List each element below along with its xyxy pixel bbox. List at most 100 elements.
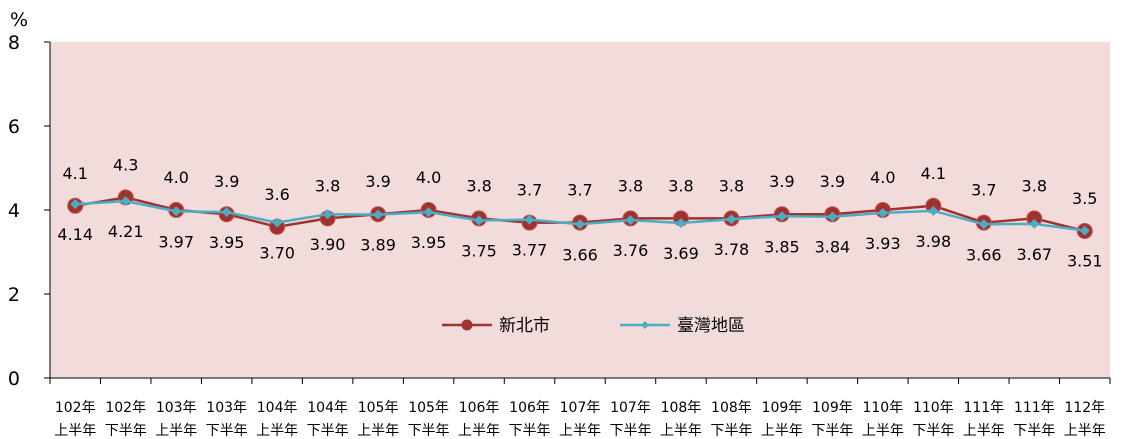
x-tick-label-half: 下半年 [1013, 423, 1055, 439]
x-tick-label-half: 下半年 [206, 423, 248, 439]
data-label-new-taipei: 4.3 [113, 155, 138, 174]
y-tick-label: 6 [8, 116, 20, 138]
x-tick-label-half: 上半年 [155, 423, 197, 439]
data-label-taiwan: 4.14 [57, 225, 93, 244]
data-label-taiwan: 3.66 [966, 245, 1002, 264]
data-point-taiwan [474, 215, 485, 226]
y-tick-label: 4 [8, 200, 20, 222]
data-point-taiwan [1029, 218, 1040, 229]
x-tick-label-half: 上半年 [559, 423, 601, 439]
x-tick-label-half: 下半年 [408, 423, 450, 439]
x-tick-label-half: 下半年 [811, 423, 853, 439]
data-label-layer: 4.1 4.3 4.0 3.9 3.6 3.8 3.9 4.0 3.8 3.7 3.7 3.8 3.8 3… [57, 155, 1102, 270]
data-point-taiwan [221, 207, 232, 218]
legend-label-taiwan: 臺灣地區 [677, 316, 745, 336]
data-label-new-taipei: 3.7 [567, 181, 592, 200]
data-point-taiwan [322, 209, 333, 220]
data-label-taiwan: 3.76 [613, 241, 649, 260]
x-tick-label-year: 106年 [459, 400, 500, 416]
data-label-new-taipei: 4.0 [163, 168, 188, 187]
x-tick-label-year: 112年 [1064, 400, 1105, 416]
data-label-taiwan: 3.98 [916, 232, 952, 251]
data-label-new-taipei: 3.9 [214, 172, 239, 191]
x-tick-label-half: 下半年 [912, 423, 954, 439]
y-tick-label: 2 [8, 284, 20, 306]
data-label-taiwan: 3.90 [310, 235, 346, 254]
x-tick-label-half: 上半年 [963, 423, 1005, 439]
x-tick-label-half: 上半年 [660, 423, 702, 439]
x-tick-label-half: 上半年 [54, 423, 96, 439]
data-label-new-taipei: 3.9 [820, 172, 845, 191]
legend-label-new-taipei: 新北市 [499, 316, 550, 336]
x-tick-label-year: 105年 [408, 400, 449, 416]
data-label-new-taipei: 3.6 [264, 185, 289, 204]
x-tick-label-year: 102年 [105, 400, 146, 416]
x-tick-label-half: 下半年 [509, 423, 551, 439]
data-label-new-taipei: 3.9 [365, 172, 390, 191]
x-tick-label-year: 106年 [509, 400, 550, 416]
data-point-taiwan [120, 196, 131, 207]
data-point-taiwan [625, 215, 636, 226]
x-tick-label-half: 上半年 [458, 423, 500, 439]
data-point-taiwan [726, 214, 737, 225]
x-tick-label-year: 108年 [711, 400, 752, 416]
data-label-new-taipei: 3.7 [971, 181, 996, 200]
data-point-taiwan [575, 219, 585, 230]
x-tick-label-year: 107年 [610, 400, 651, 416]
x-tick-label-year: 111年 [1014, 400, 1055, 416]
y-unit-label: % [10, 9, 28, 31]
data-label-new-taipei: 4.1 [63, 164, 88, 183]
data-label-taiwan: 3.51 [1067, 252, 1103, 271]
series-layer [67, 189, 1093, 239]
x-tick-label-half: 上半年 [357, 423, 399, 439]
data-label-taiwan: 3.77 [512, 241, 548, 260]
data-point-taiwan [272, 217, 283, 228]
data-point-taiwan [877, 207, 888, 218]
data-label-new-taipei: 3.8 [1022, 176, 1047, 195]
data-point-taiwan [423, 207, 434, 218]
data-label-taiwan: 3.78 [714, 240, 750, 259]
data-label-taiwan: 3.70 [259, 244, 295, 263]
x-tick-label-year: 109年 [762, 400, 803, 416]
x-tick-label-half: 下半年 [609, 423, 651, 439]
data-label-new-taipei: 3.8 [719, 176, 744, 195]
data-label-new-taipei: 3.8 [618, 176, 643, 195]
x-tick-label-year: 110年 [913, 400, 954, 416]
y-tick-label: 0 [8, 368, 20, 390]
legend: 新北市 臺灣地區 [442, 316, 745, 336]
data-label-new-taipei: 4.0 [416, 168, 441, 187]
data-label-taiwan: 3.89 [360, 236, 396, 255]
data-label-new-taipei: 4.1 [921, 164, 946, 183]
data-label-taiwan: 3.84 [815, 238, 851, 257]
x-tick-label-year: 107年 [560, 400, 601, 416]
x-tick-label-half: 上半年 [761, 423, 803, 439]
x-tick-label-half: 上半年 [862, 423, 904, 439]
data-label-new-taipei: 3.8 [315, 176, 340, 195]
x-tick-label-half: 上半年 [256, 423, 298, 439]
data-label-new-taipei: 3.5 [1072, 189, 1097, 208]
x-tick-label-half: 下半年 [710, 423, 752, 439]
data-label-new-taipei: 4.0 [870, 168, 895, 187]
data-label-taiwan: 3.95 [411, 233, 447, 252]
data-point-taiwan [373, 209, 384, 220]
x-tick-label-year: 103年 [156, 400, 197, 416]
data-label-taiwan: 3.95 [209, 233, 245, 252]
data-label-taiwan: 3.69 [663, 244, 699, 263]
x-tick-label-half: 下半年 [307, 423, 349, 439]
x-tick-label-half: 上半年 [1064, 423, 1106, 439]
data-label-taiwan: 3.97 [158, 232, 194, 251]
data-point-taiwan [524, 214, 535, 225]
data-label-new-taipei: 3.9 [769, 172, 794, 191]
data-label-taiwan: 3.85 [764, 237, 800, 256]
data-label-new-taipei: 3.8 [668, 176, 693, 195]
legend-marker-taiwan [641, 321, 649, 329]
x-tick-label-year: 108年 [661, 400, 702, 416]
data-point-taiwan [928, 205, 939, 216]
legend-marker-new-taipei [461, 319, 473, 331]
data-label-new-taipei: 3.8 [466, 176, 491, 195]
data-point-taiwan [1079, 225, 1090, 236]
plot-area [50, 42, 1110, 378]
x-tick-label-year: 110年 [862, 400, 903, 416]
data-label-taiwan: 4.21 [108, 222, 144, 241]
data-label-taiwan: 3.93 [865, 234, 901, 253]
